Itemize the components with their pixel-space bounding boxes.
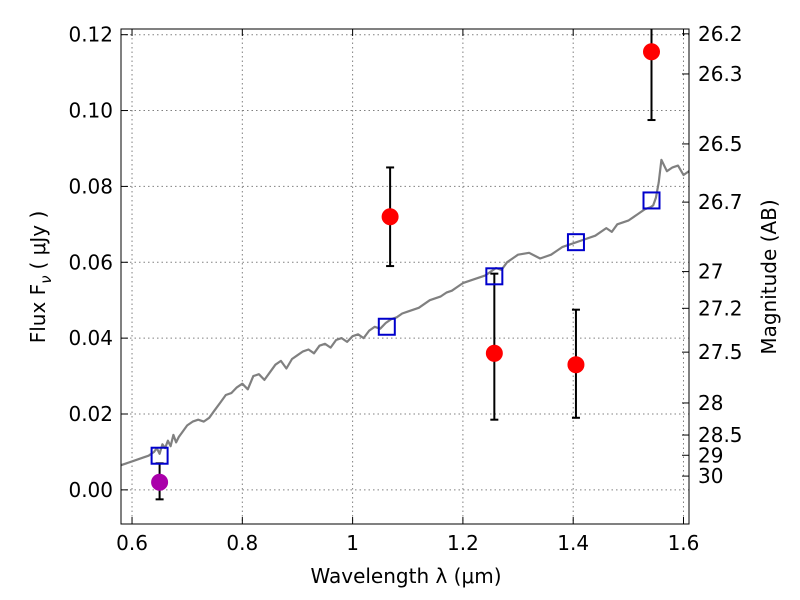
y-tick-label: 0.08 [68,174,113,198]
y-axis-label: Flux Fν ( μJy ) [26,211,55,344]
x-tick-label: 0.6 [116,531,148,555]
y-tick-label: 0.10 [68,99,113,123]
y-axis-label-main: Flux F [26,284,50,343]
x-tick-label: 0.8 [226,531,258,555]
photometry-layer [150,191,661,465]
model-photometry-marker [377,317,396,336]
observed-layer [151,43,661,491]
y-axis-label-unit: ( μJy ) [26,211,50,270]
x-tick-label: 1.2 [447,531,479,555]
plot-frame [120,28,690,525]
y2-tick-label: 30 [698,464,723,488]
model-spectrum-line [121,158,689,467]
tick-layer [121,29,689,524]
y2-axis-label: Magnitude (AB) [757,199,781,354]
y2-tick-label: 26.2 [698,22,743,46]
label-layer: 0.6 0.8 1 1.2 1.4 1.6 0.00 0.02 0.04 0.06 0.08 0.10… [68,22,742,555]
y-tick-label: 0.00 [68,478,113,502]
model-photometry-marker [566,233,585,252]
x-axis-label: Wavelength λ (μm) [310,564,501,588]
y-tick-label: 0.02 [68,402,113,426]
y2-tick-label: 28 [698,391,723,415]
y2-tick-label: 26.3 [698,62,743,86]
y2-tick-label: 27.2 [698,296,743,320]
y-tick-label: 0.12 [68,23,113,47]
observed-point [151,473,169,491]
errorbar-layer [155,29,656,501]
model-photometry-marker [642,191,661,210]
x-tick-label: 1 [346,531,359,555]
observed-point [643,43,661,61]
observed-point [485,344,503,362]
y2-tick-label: 27 [698,260,723,284]
y2-tick-label: 29 [698,443,723,467]
observed-point [567,356,585,374]
y-tick-label: 0.04 [68,326,113,350]
spectrum-layer [121,158,689,467]
y-tick-label: 0.06 [68,250,113,274]
model-photometry-marker [150,446,169,465]
y2-tick-label: 28.5 [698,423,743,447]
y2-tick-label: 27.5 [698,340,743,364]
y2-tick-label: 26.5 [698,132,743,156]
observed-point [381,208,399,226]
y-axis-label-subscript: ν [37,275,55,283]
model-photometry-marker [485,267,504,286]
y2-tick-label: 26.7 [698,190,743,214]
grid-layer [121,29,689,524]
x-tick-label: 1.4 [557,531,589,555]
x-tick-label: 1.6 [668,531,700,555]
